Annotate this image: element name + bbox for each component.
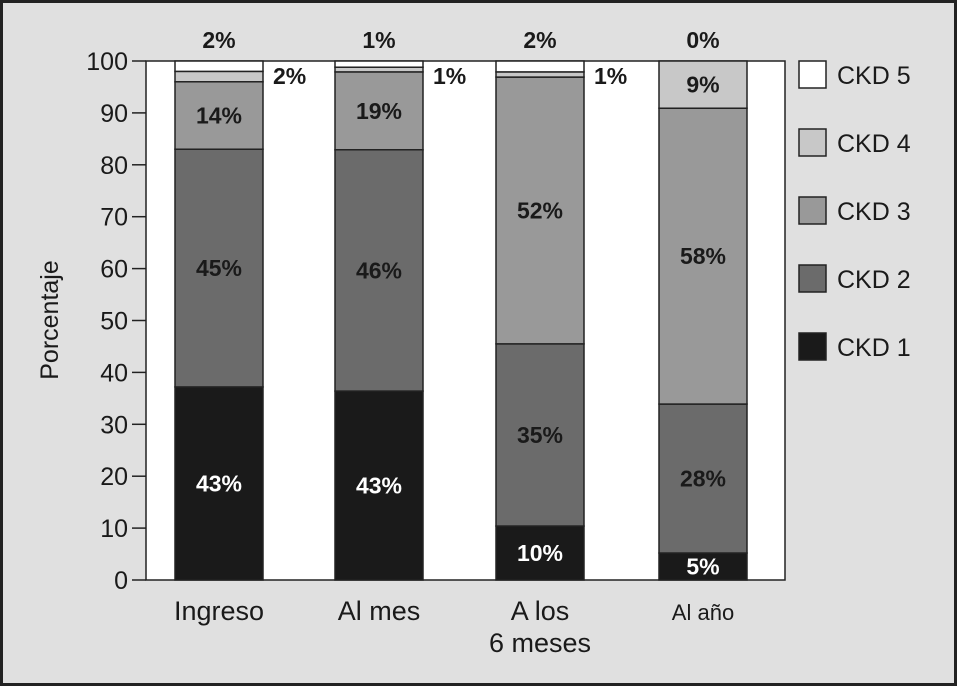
data-label: 46% [356, 257, 402, 283]
data-label: 2% [273, 63, 306, 89]
bar-segment-ckd-4 [658, 60, 748, 109]
legend-swatch [798, 196, 827, 225]
x-tick-label: Al año [672, 600, 734, 625]
y-tick-label: 30 [100, 411, 128, 439]
y-axis-label: Porcentaje [36, 260, 64, 380]
x-tick-label: Ingreso [174, 596, 264, 626]
bar-segment-ckd-1 [174, 386, 264, 581]
bar-segment-ckd-3 [495, 76, 585, 345]
bar-segment-ckd-1 [658, 552, 748, 581]
data-label: 2% [523, 27, 556, 53]
bar-segment-ckd-2 [174, 148, 264, 388]
legend-swatch [798, 264, 827, 293]
y-tick-label: 80 [100, 152, 128, 180]
legend-label: CKD 1 [837, 334, 911, 362]
bar-segment-ckd-4 [495, 71, 585, 78]
y-tick-label: 100 [86, 48, 128, 76]
legend-swatch [798, 128, 827, 157]
data-label: 43% [356, 473, 402, 499]
data-label: 1% [433, 63, 466, 89]
bar-segment-ckd-4 [174, 70, 264, 83]
y-tick-label: 40 [100, 359, 128, 387]
data-label: 5% [686, 554, 719, 580]
y-tick-label: 70 [100, 204, 128, 232]
data-label: 52% [517, 197, 563, 223]
x-tick-label: 6 meses [489, 628, 591, 658]
y-tick-label: 90 [100, 100, 128, 128]
y-tick-label: 20 [100, 463, 128, 491]
data-label: 43% [196, 470, 242, 496]
y-tick-label: 60 [100, 256, 128, 284]
bar-segment-ckd-5 [334, 60, 424, 68]
legend-swatch [798, 332, 827, 361]
bar-segment-ckd-3 [658, 107, 748, 405]
data-label: 19% [356, 98, 402, 124]
legend-label: CKD 5 [837, 62, 911, 90]
bar-segment-ckd-5 [495, 60, 585, 73]
data-label: 35% [517, 422, 563, 448]
data-label: 28% [680, 466, 726, 492]
data-label: 0% [686, 27, 719, 53]
data-label: 9% [686, 72, 719, 98]
legend-label: CKD 3 [837, 198, 911, 226]
bar-segment-ckd-3 [174, 81, 264, 150]
x-tick-label: Al mes [338, 596, 421, 626]
legend-swatch [798, 60, 827, 89]
y-tick-label: 10 [100, 515, 128, 543]
data-label: 2% [202, 27, 235, 53]
legend-label: CKD 4 [837, 130, 911, 158]
stacked-bar-chart: 0 10 20 30 40 50 60 70 80 90 100 Porcentaje 43% 45% 14… [36, 27, 911, 658]
data-label: 1% [594, 63, 627, 89]
data-label: 10% [517, 540, 563, 566]
y-tick-label: 50 [100, 308, 128, 336]
data-label: 58% [680, 243, 726, 269]
x-tick-label: A los [511, 596, 570, 626]
bar-segment-ckd-5 [174, 60, 264, 73]
bar-segment-ckd-2 [495, 343, 585, 527]
data-label: 1% [362, 27, 395, 53]
bar-segment-ckd-1 [334, 390, 424, 581]
data-label: 14% [196, 102, 242, 128]
data-label: 45% [196, 255, 242, 281]
legend-label: CKD 2 [837, 266, 911, 294]
y-tick-label: 0 [114, 567, 128, 595]
